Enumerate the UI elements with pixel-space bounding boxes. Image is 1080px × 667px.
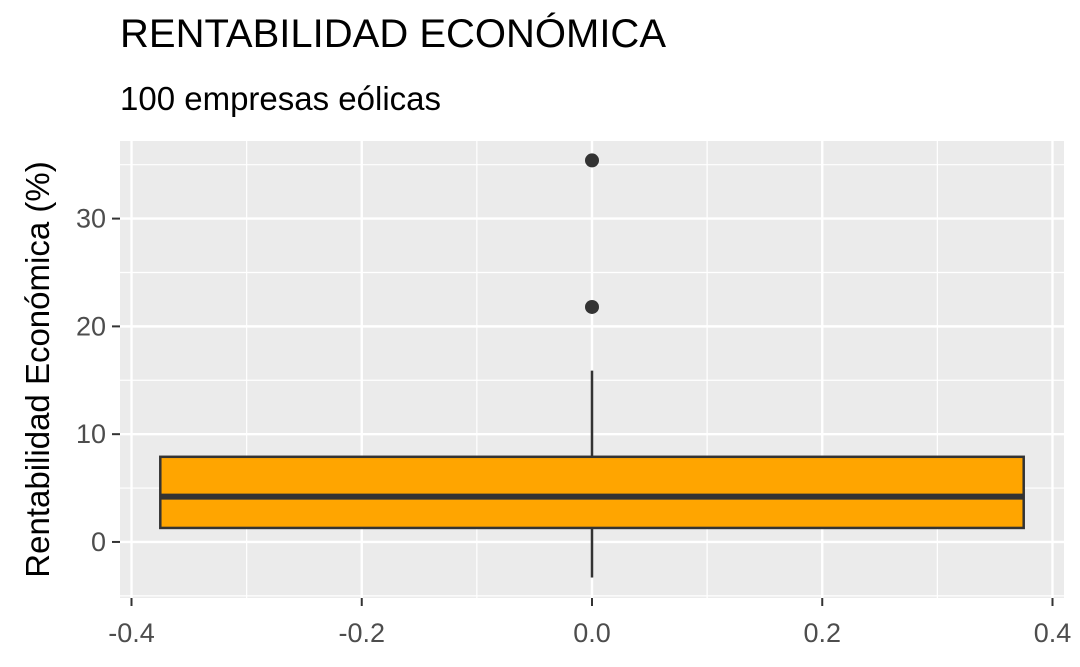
outlier-point — [585, 153, 599, 168]
y-tick-label: 10 — [76, 419, 106, 449]
outlier-point — [585, 299, 599, 314]
y-tick-label: 0 — [91, 527, 106, 557]
x-tick-label: 0.4 — [1034, 618, 1072, 648]
y-axis-title: Rentabilidad Económica (%) — [19, 161, 56, 577]
chart-title: RENTABILIDAD ECONÓMICA — [120, 12, 666, 56]
x-tick-label: 0.0 — [573, 618, 611, 648]
axes: -0.4 -0.2 0.0 0.2 0.4 0 10 20 30 — [76, 204, 1071, 648]
chart-subtitle: 100 empresas eólicas — [120, 80, 442, 117]
x-tick-label: -0.2 — [338, 618, 385, 648]
x-tick-label: -0.4 — [108, 618, 155, 648]
iqr-box — [159, 455, 1025, 530]
box-marks — [159, 153, 1025, 578]
y-tick-label: 20 — [76, 311, 106, 341]
y-tick-label: 30 — [76, 204, 106, 234]
x-tick-label: 0.2 — [803, 618, 841, 648]
